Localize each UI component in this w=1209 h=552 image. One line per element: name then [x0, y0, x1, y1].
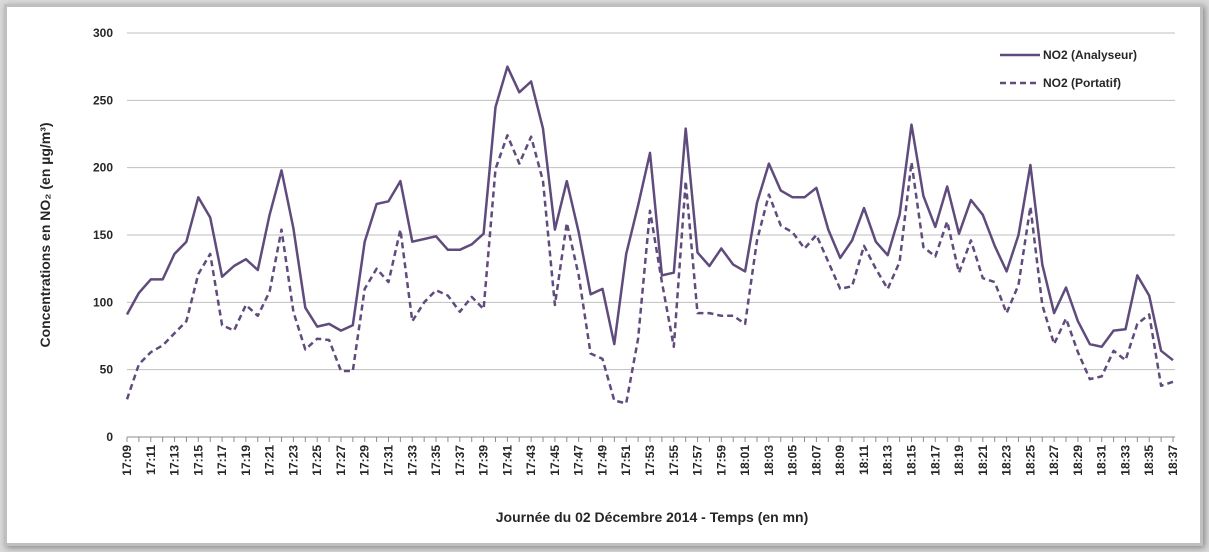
- x-tick-label: 17:17: [215, 445, 229, 476]
- x-tick-label: 18:35: [1142, 445, 1156, 476]
- y-axis-title: Concentrations en NO₂ (en µg/m³): [37, 122, 53, 347]
- x-tick-label: 17:43: [524, 445, 538, 476]
- x-tick-label: 18:33: [1118, 445, 1132, 476]
- x-tick-label: 17:49: [595, 445, 609, 476]
- x-tick-label: 17:55: [667, 445, 681, 476]
- series-line: [125, 65, 1174, 362]
- x-tick-label: 17:57: [691, 445, 705, 476]
- x-tick-label: 18:29: [1071, 445, 1085, 476]
- series-line: [125, 134, 1174, 405]
- x-tick-label: 17:35: [429, 445, 443, 476]
- y-tick-label: 100: [93, 295, 113, 309]
- x-tick-label: 17:29: [358, 445, 372, 476]
- x-tick-label: 18:11: [857, 445, 871, 475]
- frame: [4, 4, 1203, 546]
- x-tick-label: 18:13: [881, 445, 895, 476]
- x-tick-label: 18:07: [809, 445, 823, 476]
- x-tick-label: 17:23: [286, 445, 300, 476]
- x-tick-label: 17:39: [477, 445, 491, 476]
- legend-label: NO2 (Analyseur): [1043, 48, 1137, 62]
- x-tick-label: 18:31: [1095, 445, 1109, 476]
- x-tick-label: 17:15: [191, 445, 205, 476]
- x-tick-label: 18:17: [928, 445, 942, 476]
- x-tick-label: 18:27: [1047, 445, 1061, 476]
- x-tick-label: 18:19: [952, 445, 966, 476]
- x-tick-label: 18:03: [762, 445, 776, 476]
- x-tick-label: 17:27: [334, 445, 348, 476]
- x-tick-label: 17:41: [500, 445, 514, 476]
- x-tick-label: 17:19: [239, 445, 253, 476]
- x-tick-label: 18:25: [1023, 445, 1037, 476]
- x-tick-label: 17:59: [714, 445, 728, 476]
- y-tick-label: 300: [93, 26, 113, 40]
- x-tick-label: 17:51: [619, 445, 633, 476]
- y-tick-label: 150: [93, 228, 113, 242]
- x-tick-label: 17:31: [382, 445, 396, 476]
- y-tick-label: 0: [106, 430, 113, 444]
- x-tick-label: 17:09: [120, 445, 134, 476]
- x-tick-label: 17:45: [548, 445, 562, 476]
- x-tick-label: 18:23: [1000, 445, 1014, 476]
- legend-label: NO2 (Portatif): [1043, 76, 1121, 90]
- x-tick-label: 17:21: [263, 445, 277, 476]
- x-axis-title: Journée du 02 Décembre 2014 - Temps (en …: [496, 509, 809, 525]
- x-tick-label: 18:09: [833, 445, 847, 476]
- x-tick-label: 18:15: [905, 445, 919, 476]
- x-tick-label: 17:37: [453, 445, 467, 476]
- x-tick-label: 17:13: [168, 445, 182, 476]
- x-tick-label: 17:47: [572, 445, 586, 476]
- y-tick-label: 250: [93, 93, 113, 107]
- x-tick-label: 18:21: [976, 445, 990, 476]
- x-tick-label: 18:01: [738, 445, 752, 476]
- x-tick-label: 17:53: [643, 445, 657, 476]
- x-tick-label: 18:37: [1166, 445, 1180, 476]
- x-tick-label: 17:25: [310, 445, 324, 476]
- x-tick-label: 17:33: [405, 445, 419, 476]
- y-tick-label: 50: [100, 363, 114, 377]
- y-tick-label: 200: [93, 161, 113, 175]
- x-tick-label: 17:11: [144, 445, 158, 475]
- x-tick-label: 18:05: [786, 445, 800, 476]
